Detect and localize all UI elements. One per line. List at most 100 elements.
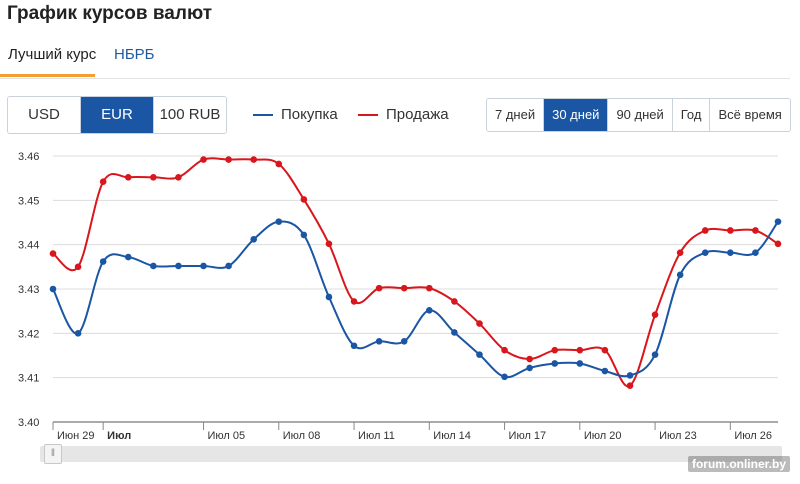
period-30d-button[interactable]: 30 дней: [544, 99, 609, 131]
x-tick-label: Июл 05: [208, 430, 246, 442]
currency-usd-button[interactable]: USD: [8, 97, 81, 133]
currency-rub-button[interactable]: 100 RUB: [154, 97, 226, 133]
data-point-sell: [150, 173, 157, 181]
data-point-buy: [701, 249, 709, 256]
data-point-buy: [350, 342, 358, 350]
legend-item-buy[interactable]: Покупка: [253, 106, 338, 123]
data-point-buy: [551, 360, 559, 367]
data-point-sell: [425, 284, 433, 292]
legend-label-buy: Покупка: [281, 106, 338, 123]
currency-selector: USD EUR 100 RUB: [7, 96, 227, 134]
data-point-buy: [626, 372, 634, 379]
data-point-sell: [501, 346, 508, 354]
data-point-sell: [250, 156, 257, 163]
data-point-buy: [124, 253, 132, 261]
data-point-sell: [774, 240, 782, 248]
data-point-sell: [451, 298, 458, 305]
chart-scrollbar[interactable]: [40, 446, 782, 462]
data-point-buy: [425, 306, 433, 314]
tab-best-rate[interactable]: Лучший курс: [8, 46, 97, 63]
period-7d-button[interactable]: 7 дней: [487, 99, 545, 131]
data-point-buy: [150, 262, 157, 270]
data-point-sell: [551, 346, 559, 354]
x-tick-label: Июн 29: [57, 430, 95, 442]
data-point-sell: [601, 346, 609, 354]
data-point-buy: [476, 351, 483, 358]
data-point-sell: [325, 240, 333, 248]
data-point-sell: [701, 227, 709, 234]
data-point-buy: [49, 285, 57, 293]
data-point-sell: [676, 249, 684, 256]
data-point-buy: [275, 218, 283, 225]
legend-label-sell: Продажа: [386, 106, 449, 123]
x-tick-label: Июл 14: [433, 430, 471, 442]
data-point-buy: [200, 262, 207, 270]
y-tick-label: 3.41: [18, 373, 39, 385]
data-point-sell: [400, 284, 408, 292]
currency-eur-button[interactable]: EUR: [81, 97, 154, 133]
data-point-sell: [175, 173, 182, 181]
watermark: forum.onliner.by: [687, 456, 790, 472]
data-point-buy: [576, 360, 584, 367]
data-point-sell: [375, 284, 383, 292]
x-tick-label: Июл 17: [509, 430, 547, 442]
series-line-sell: [52, 157, 779, 388]
legend-swatch-buy: [253, 113, 273, 116]
data-point-buy: [74, 330, 82, 337]
period-90d-button[interactable]: 90 дней: [608, 99, 673, 131]
data-point-buy: [400, 338, 408, 345]
data-point-sell: [99, 178, 107, 186]
page-title: График курсов валют: [7, 3, 213, 24]
data-point-buy: [651, 351, 659, 358]
x-tick-label: Июл 08: [283, 430, 321, 442]
data-point-sell: [74, 263, 82, 271]
data-point-sell: [476, 320, 483, 327]
y-tick-label: 3.46: [18, 151, 39, 163]
data-point-sell: [350, 298, 358, 305]
y-tick-label: 3.45: [18, 195, 39, 207]
legend-item-sell[interactable]: Продажа: [358, 106, 449, 123]
period-all-button[interactable]: Всё время: [710, 99, 790, 131]
period-selector: 7 дней 30 дней 90 дней Год Всё время: [486, 98, 791, 132]
data-point-buy: [752, 249, 759, 256]
data-point-buy: [774, 218, 782, 225]
x-tick-label: Июл 26: [734, 430, 772, 442]
data-point-buy: [375, 338, 383, 345]
data-point-sell: [651, 311, 659, 319]
data-point-buy: [300, 231, 308, 239]
data-point-buy: [250, 236, 257, 243]
data-point-sell: [526, 355, 533, 363]
data-point-sell: [275, 160, 283, 168]
x-tick-label: Июл 11: [358, 430, 395, 442]
active-tab-indicator: [0, 74, 95, 77]
data-point-sell: [225, 156, 232, 163]
scroll-handle[interactable]: ‖: [44, 444, 62, 464]
legend-swatch-sell: [358, 113, 378, 116]
x-tick-label: Июл 20: [584, 430, 622, 442]
data-point-buy: [501, 373, 508, 381]
tab-nbrb[interactable]: НБРБ: [114, 46, 155, 63]
data-point-sell: [752, 227, 759, 234]
data-point-sell: [49, 250, 57, 257]
data-point-buy: [526, 364, 533, 372]
y-tick-label: 3.42: [18, 328, 39, 340]
data-point-buy: [325, 293, 333, 301]
grip-icon: ‖: [50, 448, 56, 459]
y-tick-label: 3.40: [18, 417, 39, 429]
y-tick-label: 3.43: [18, 284, 39, 296]
x-tick-label: Июл 23: [659, 430, 697, 442]
data-point-buy: [601, 367, 609, 375]
x-tick-label: Июл: [107, 430, 131, 442]
data-point-sell: [200, 156, 207, 163]
rate-chart[interactable]: 3.46 3.45 3.44 3.43 3.42 3.41 3.40 Июн 29 Июл Июл…: [0, 140, 800, 442]
data-point-buy: [451, 329, 458, 336]
data-point-sell: [576, 346, 584, 354]
data-point-sell: [727, 227, 734, 234]
data-point-buy: [225, 262, 232, 270]
data-point-sell: [626, 382, 634, 389]
rate-source-tabs: Лучший курс НБРБ: [0, 44, 790, 79]
data-point-sell: [300, 196, 308, 203]
period-year-button[interactable]: Год: [672, 99, 711, 131]
data-point-sell: [124, 173, 132, 181]
y-tick-label: 3.44: [18, 240, 39, 252]
